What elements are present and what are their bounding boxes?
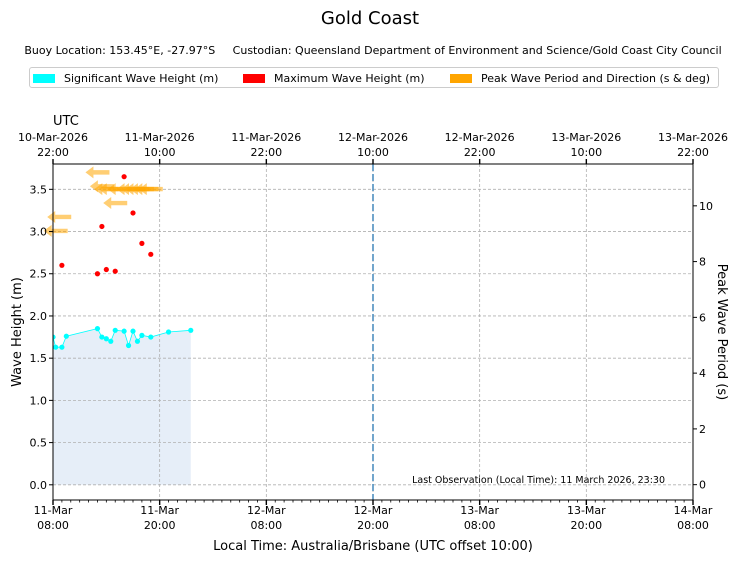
x-tick-label-time: 08:00: [250, 519, 282, 532]
peak-period-arrow: [138, 183, 163, 196]
utc-tick-label-time: 10:00: [357, 146, 389, 159]
x-tick-label-date: 11-Mar: [34, 504, 73, 517]
significant-wave-height-point: [63, 333, 69, 339]
significant-wave-height-point: [53, 344, 59, 350]
maximum-wave-height-point: [130, 210, 136, 216]
y-tick-label: 0.5: [30, 437, 48, 450]
y-tick-label: 0.0: [30, 479, 48, 492]
utc-tick-label-date: 10-Mar-2026: [18, 131, 88, 144]
x-tick-label-date: 14-Mar: [674, 504, 713, 517]
peak-period-arrow: [103, 197, 128, 210]
utc-axis-label: UTC: [53, 114, 79, 129]
x-tick-label-date: 13-Mar: [460, 504, 499, 517]
utc-tick-label-date: 11-Mar-2026: [231, 131, 301, 144]
y-tick-label: 3.0: [30, 226, 48, 239]
x-tick-label-date: 12-Mar: [354, 504, 393, 517]
y2-tick-label: 4: [699, 367, 706, 380]
utc-tick-label-time: 22:00: [677, 146, 709, 159]
legend-swatch-red: [243, 73, 265, 83]
arrow-shape: [85, 166, 110, 179]
y2-axis-label: Peak Wave Period (s): [714, 264, 729, 400]
arrow-shape: [43, 224, 68, 237]
chart-subtitle: Buoy Location: 153.45°E, -27.97°S Custod…: [24, 44, 722, 57]
legend-item-peak-wave-period: Peak Wave Period and Direction (s & deg): [450, 71, 710, 85]
y-tick-label: 3.5: [30, 183, 48, 196]
significant-wave-height-point: [94, 326, 101, 332]
maximum-wave-height-point: [112, 268, 118, 274]
y-tick-label: 2.5: [30, 268, 48, 281]
peak-period-arrow: [85, 166, 110, 179]
significant-wave-height-point: [108, 338, 114, 344]
x-tick-label-date: 12-Mar: [247, 504, 286, 517]
utc-tick-label-time: 22:00: [37, 146, 69, 159]
significant-wave-height-point: [130, 328, 136, 334]
maximum-wave-height-point: [139, 240, 145, 246]
legend-label: Significant Wave Height (m): [64, 71, 219, 85]
arrow-shape: [138, 183, 163, 196]
significant-wave-height-point: [125, 342, 132, 349]
y2-tick-label: 8: [699, 256, 706, 269]
maximum-wave-height-point: [99, 223, 105, 230]
utc-tick-label-date: 12-Mar-2026: [445, 131, 515, 144]
y2-tick-label: 0: [699, 479, 706, 492]
y-axis-label: Wave Height (m): [10, 277, 25, 387]
legend-item-maximum-wave-height: Maximum Wave Height (m): [243, 71, 425, 85]
last-observation-note: Last Observation (Local Time): 11 March …: [412, 475, 665, 486]
x-tick-label-time: 20:00: [144, 519, 176, 532]
y-tick-label: 1.0: [30, 394, 48, 407]
significant-wave-height-point: [59, 344, 65, 350]
significant-wave-height-point: [188, 327, 194, 333]
chart-legend: Significant Wave Height (m) Maximum Wave…: [29, 67, 719, 88]
significant-wave-height-point: [103, 336, 109, 342]
significant-wave-height-point: [139, 332, 145, 338]
y2-tick-label: 10: [699, 200, 713, 213]
arrow-shape: [47, 210, 72, 223]
utc-tick-label-time: 10:00: [570, 146, 602, 159]
chart-title: Gold Coast: [320, 8, 420, 29]
legend-item-significant-wave-height: Significant Wave Height (m): [33, 71, 218, 85]
significant-wave-height-point: [121, 328, 127, 334]
utc-tick-label-time: 22:00: [250, 146, 282, 159]
x-tick-label-time: 08:00: [37, 519, 69, 532]
utc-tick-label-time: 10:00: [144, 146, 176, 159]
x-tick-label-time: 20:00: [570, 519, 602, 532]
maximum-wave-height-point: [94, 271, 101, 277]
maximum-wave-height-point: [148, 251, 154, 257]
x-tick-label-date: 11-Mar: [140, 504, 179, 517]
x-axis-label: Local Time: Australia/Brisbane (UTC offs…: [213, 539, 533, 554]
significant-wave-height-point: [53, 334, 56, 340]
legend-label: Maximum Wave Height (m): [274, 71, 425, 85]
legend-label: Peak Wave Period and Direction (s & deg): [481, 71, 711, 85]
utc-tick-label-date: 12-Mar-2026: [338, 131, 408, 144]
x-tick-label-date: 13-Mar: [567, 504, 606, 517]
legend-swatch-orange: [450, 73, 472, 83]
significant-wave-height-point: [165, 329, 172, 335]
y-tick-label: 2.0: [30, 310, 48, 323]
significant-wave-height-point: [148, 334, 154, 340]
utc-tick-label-date: 13-Mar-2026: [551, 131, 621, 144]
wave-height-area: [53, 328, 191, 485]
x-tick-label-time: 08:00: [464, 519, 496, 532]
utc-tick-label-date: 13-Mar-2026: [658, 131, 728, 144]
utc-tick-label-date: 11-Mar-2026: [125, 131, 195, 144]
significant-wave-height-point: [112, 327, 118, 333]
maximum-wave-height-point: [103, 266, 109, 273]
y2-tick-label: 6: [699, 311, 706, 324]
arrow-shape: [103, 197, 128, 210]
peak-period-arrow: [43, 224, 68, 237]
maximum-wave-height-point: [59, 262, 65, 268]
significant-wave-height-point: [134, 338, 141, 344]
y-tick-label: 1.5: [30, 352, 48, 365]
legend-swatch-cyan: [33, 73, 55, 83]
maximum-wave-height-point: [121, 174, 127, 180]
x-tick-label-time: 20:00: [357, 519, 389, 532]
peak-period-arrow: [47, 210, 72, 223]
x-tick-label-time: 08:00: [677, 519, 709, 532]
utc-tick-label-time: 22:00: [464, 146, 496, 159]
y2-tick-label: 2: [699, 423, 706, 436]
significant-wave-height-point: [99, 334, 105, 340]
